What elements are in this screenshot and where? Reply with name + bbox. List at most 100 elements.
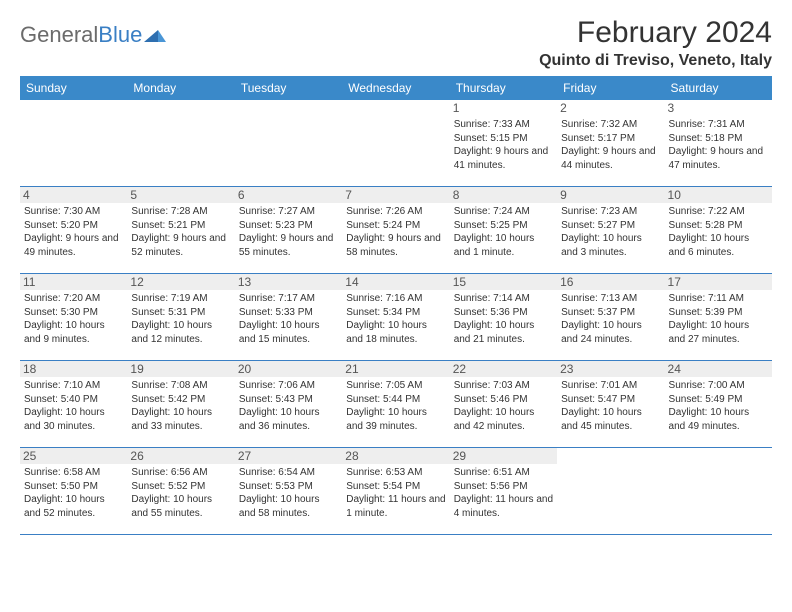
day-number: 3	[665, 100, 772, 116]
day-cell: 11 Sunrise: 7:20 AMSunset: 5:30 PMDayligh…	[20, 274, 127, 360]
day-cell: 9 Sunrise: 7:23 AMSunset: 5:27 PMDaylight…	[557, 187, 664, 273]
day-details: Sunrise: 7:19 AMSunset: 5:31 PMDaylight:…	[131, 292, 230, 346]
day-cell: 25 Sunrise: 6:58 AMSunset: 5:50 PMDayligh…	[20, 448, 127, 534]
day-cell: 8Sunrise: 7:24 AMSunset: 5:25 PMDaylight…	[450, 187, 557, 273]
weekday-header: Wednesday	[342, 76, 449, 100]
month-title: February 2024	[539, 16, 772, 50]
day-details: Sunrise: 7:20 AMSunset: 5:30 PMDaylight:…	[24, 292, 123, 346]
day-cell: 29 Sunrise: 6:51 AMSunset: 5:56 PMDayligh…	[450, 448, 557, 534]
weekday-header: Thursday	[450, 76, 557, 100]
weekday-header: Monday	[127, 76, 234, 100]
day-number: 7	[342, 187, 449, 203]
day-cell: 15 Sunrise: 7:14 AMSunset: 5:36 PMDayligh…	[450, 274, 557, 360]
day-details: Sunrise: 6:56 AMSunset: 5:52 PMDaylight:…	[131, 466, 230, 520]
day-details: Sunrise: 7:10 AMSunset: 5:40 PMDaylight:…	[24, 379, 123, 433]
day-details: Sunrise: 7:31 AMSunset: 5:18 PMDaylight:…	[669, 118, 768, 172]
day-number: 11	[20, 274, 127, 290]
day-cell: 28Sunrise: 6:53 AMSunset: 5:54 PMDayligh…	[342, 448, 449, 534]
day-number: 20	[235, 361, 342, 377]
day-number: 21	[342, 361, 449, 377]
day-details: Sunrise: 7:14 AMSunset: 5:36 PMDaylight:…	[454, 292, 553, 346]
day-cell: 3 Sunrise: 7:31 AMSunset: 5:18 PMDaylight…	[665, 100, 772, 186]
day-cell: 14Sunrise: 7:16 AMSunset: 5:34 PMDayligh…	[342, 274, 449, 360]
day-details: Sunrise: 7:27 AMSunset: 5:23 PMDaylight:…	[239, 205, 338, 259]
day-number: 12	[127, 274, 234, 290]
day-number: 8	[450, 187, 557, 203]
day-cell	[342, 100, 449, 186]
day-cell	[665, 448, 772, 534]
day-cell: 23 Sunrise: 7:01 AMSunset: 5:47 PMDayligh…	[557, 361, 664, 447]
day-details: Sunrise: 7:23 AMSunset: 5:27 PMDaylight:…	[561, 205, 660, 259]
day-cell: 20 Sunrise: 7:06 AMSunset: 5:43 PMDayligh…	[235, 361, 342, 447]
day-cell: 6 Sunrise: 7:27 AMSunset: 5:23 PMDaylight…	[235, 187, 342, 273]
day-details: Sunrise: 7:03 AMSunset: 5:46 PMDaylight:…	[454, 379, 553, 433]
day-number: 1	[450, 100, 557, 116]
day-number: 23	[557, 361, 664, 377]
day-cell: 1 Sunrise: 7:33 AMSunset: 5:15 PMDaylight…	[450, 100, 557, 186]
day-number: 13	[235, 274, 342, 290]
day-number: 16	[557, 274, 664, 290]
day-number: 22	[450, 361, 557, 377]
day-cell	[235, 100, 342, 186]
day-cell: 27Sunrise: 6:54 AMSunset: 5:53 PMDayligh…	[235, 448, 342, 534]
week-row: 1 Sunrise: 7:33 AMSunset: 5:15 PMDaylight…	[20, 100, 772, 187]
day-number: 29	[450, 448, 557, 464]
day-details: Sunrise: 7:06 AMSunset: 5:43 PMDaylight:…	[239, 379, 338, 433]
day-number: 2	[557, 100, 664, 116]
calendar-grid: Sunday Monday Tuesday Wednesday Thursday…	[20, 76, 772, 535]
logo-mark-icon	[144, 26, 166, 44]
day-details: Sunrise: 7:22 AMSunset: 5:28 PMDaylight:…	[669, 205, 768, 259]
day-cell: 7 Sunrise: 7:26 AMSunset: 5:24 PMDaylight…	[342, 187, 449, 273]
day-cell: 26Sunrise: 6:56 AMSunset: 5:52 PMDayligh…	[127, 448, 234, 534]
day-details: Sunrise: 7:26 AMSunset: 5:24 PMDaylight:…	[346, 205, 445, 259]
weekday-header-row: Sunday Monday Tuesday Wednesday Thursday…	[20, 76, 772, 100]
day-details: Sunrise: 7:08 AMSunset: 5:42 PMDaylight:…	[131, 379, 230, 433]
day-number: 28	[342, 448, 449, 464]
day-cell: 4 Sunrise: 7:30 AMSunset: 5:20 PMDaylight…	[20, 187, 127, 273]
header: GeneralBlue February 2024 Quinto di Trev…	[20, 16, 772, 70]
week-row: 11 Sunrise: 7:20 AMSunset: 5:30 PMDayligh…	[20, 274, 772, 361]
day-cell: 16Sunrise: 7:13 AMSunset: 5:37 PMDayligh…	[557, 274, 664, 360]
week-row: 25 Sunrise: 6:58 AMSunset: 5:50 PMDayligh…	[20, 448, 772, 535]
day-details: Sunrise: 6:54 AMSunset: 5:53 PMDaylight:…	[239, 466, 338, 520]
day-number: 18	[20, 361, 127, 377]
day-details: Sunrise: 7:01 AMSunset: 5:47 PMDaylight:…	[561, 379, 660, 433]
calendar-page: GeneralBlue February 2024 Quinto di Trev…	[0, 0, 792, 545]
location: Quinto di Treviso, Veneto, Italy	[539, 52, 772, 70]
day-details: Sunrise: 6:58 AMSunset: 5:50 PMDaylight:…	[24, 466, 123, 520]
day-number: 17	[665, 274, 772, 290]
day-cell: 17 Sunrise: 7:11 AMSunset: 5:39 PMDayligh…	[665, 274, 772, 360]
day-details: Sunrise: 7:05 AMSunset: 5:44 PMDaylight:…	[346, 379, 445, 433]
day-details: Sunrise: 7:30 AMSunset: 5:20 PMDaylight:…	[24, 205, 123, 259]
day-details: Sunrise: 7:00 AMSunset: 5:49 PMDaylight:…	[669, 379, 768, 433]
day-details: Sunrise: 7:16 AMSunset: 5:34 PMDaylight:…	[346, 292, 445, 346]
week-row: 18 Sunrise: 7:10 AMSunset: 5:40 PMDayligh…	[20, 361, 772, 448]
day-number: 15	[450, 274, 557, 290]
day-cell: 10 Sunrise: 7:22 AMSunset: 5:28 PMDayligh…	[665, 187, 772, 273]
day-cell: 12 Sunrise: 7:19 AMSunset: 5:31 PMDayligh…	[127, 274, 234, 360]
week-row: 4 Sunrise: 7:30 AMSunset: 5:20 PMDaylight…	[20, 187, 772, 274]
weekday-header: Saturday	[665, 76, 772, 100]
day-number: 19	[127, 361, 234, 377]
day-cell: 21 Sunrise: 7:05 AMSunset: 5:44 PMDayligh…	[342, 361, 449, 447]
day-cell	[127, 100, 234, 186]
day-number: 25	[20, 448, 127, 464]
day-cell	[557, 448, 664, 534]
day-details: Sunrise: 7:33 AMSunset: 5:15 PMDaylight:…	[454, 118, 553, 172]
day-details: Sunrise: 7:28 AMSunset: 5:21 PMDaylight:…	[131, 205, 230, 259]
day-number: 4	[20, 187, 127, 203]
weekday-header: Friday	[557, 76, 664, 100]
weekday-header: Sunday	[20, 76, 127, 100]
day-number: 9	[557, 187, 664, 203]
day-cell: 18 Sunrise: 7:10 AMSunset: 5:40 PMDayligh…	[20, 361, 127, 447]
day-cell: 5Sunrise: 7:28 AMSunset: 5:21 PMDaylight…	[127, 187, 234, 273]
day-cell: 2Sunrise: 7:32 AMSunset: 5:17 PMDaylight…	[557, 100, 664, 186]
day-details: Sunrise: 6:51 AMSunset: 5:56 PMDaylight:…	[454, 466, 553, 520]
day-number: 6	[235, 187, 342, 203]
weekday-header: Tuesday	[235, 76, 342, 100]
day-cell: 22 Sunrise: 7:03 AMSunset: 5:46 PMDayligh…	[450, 361, 557, 447]
logo-text-blue: Blue	[98, 22, 142, 48]
day-cell	[20, 100, 127, 186]
day-number: 10	[665, 187, 772, 203]
day-details: Sunrise: 7:11 AMSunset: 5:39 PMDaylight:…	[669, 292, 768, 346]
